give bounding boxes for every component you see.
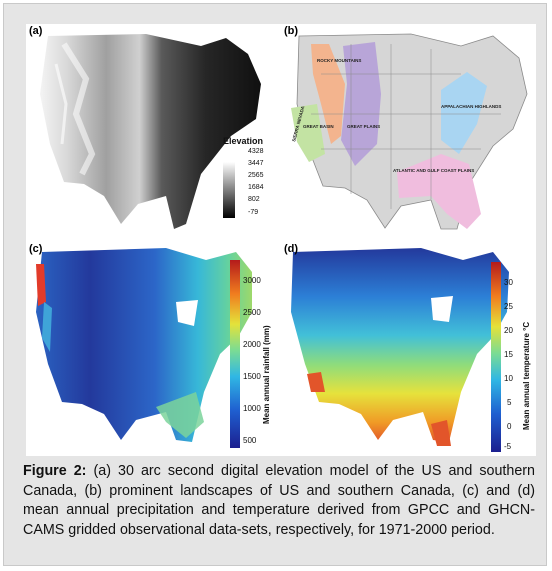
- panel-c-rainfall-map: (c) 3000 2500 2000 1500 1000 500 Mean an…: [26, 242, 276, 456]
- caption-text: (a) 30 arc second digital elevation mode…: [23, 463, 535, 538]
- temperature-tick: 25: [504, 302, 513, 311]
- temperature-tick: 0: [507, 422, 512, 431]
- panel-b-label: (b): [284, 25, 299, 37]
- caption-prefix: Figure 2:: [23, 463, 87, 479]
- temperature-tick: 10: [504, 374, 513, 383]
- figure-frame: (a) Elevation 4328 3447 2565 1684 802 -7…: [3, 3, 547, 566]
- temperature-tick: 20: [504, 326, 513, 335]
- temperature-colorbar: [491, 262, 501, 452]
- rainfall-tick: 2500: [243, 308, 261, 317]
- region-label: APPALACHIAN HIGHLANDS: [441, 104, 501, 109]
- panel-a-label: (a): [29, 25, 43, 37]
- region-appalachian-highlands: [441, 72, 487, 154]
- panel-b-landscape-map: ROCKY MOUNTAINS SIERRA NEVADA GREAT BASI…: [281, 24, 536, 239]
- region-rocky-mountains: [311, 44, 345, 144]
- region-great-basin: [291, 104, 325, 162]
- panel-d-label: (d): [284, 243, 299, 255]
- elevation-tick: 3447: [248, 160, 264, 167]
- temperature-tick: -5: [504, 442, 512, 451]
- elevation-legend-title: Elevation: [223, 136, 264, 146]
- region-label: ROCKY MOUNTAINS: [317, 58, 361, 63]
- figure-grid: (a) Elevation 4328 3447 2565 1684 802 -7…: [26, 24, 536, 456]
- landscape-map-image: ROCKY MOUNTAINS SIERRA NEVADA GREAT BASI…: [291, 33, 528, 230]
- temperature-colorbar-label: Mean annual temperature °C: [522, 321, 531, 430]
- temperature-map-image: [291, 248, 509, 452]
- rainfall-colorbar: [230, 260, 240, 448]
- elevation-tick: 802: [248, 196, 260, 203]
- region-coastal-plains: [397, 154, 481, 229]
- temperature-tick: 30: [504, 278, 513, 287]
- elevation-legend-bar: [223, 162, 235, 218]
- region-label: GREAT PLAINS: [347, 124, 380, 129]
- rainfall-tick: 500: [243, 436, 257, 445]
- rainfall-map-image: [36, 248, 252, 448]
- rainfall-tick: 3000: [243, 276, 261, 285]
- rainfall-tick: 1000: [243, 404, 261, 413]
- elevation-tick: -79: [248, 209, 259, 216]
- region-label: GREAT BASIN: [303, 124, 334, 129]
- temperature-tick: 15: [504, 350, 513, 359]
- rainfall-colorbar-label: Mean annual rainfall (mm): [262, 325, 271, 424]
- temperature-tick: 5: [507, 398, 512, 407]
- region-label: ATLANTIC AND GULF COAST PLAINS: [393, 168, 474, 173]
- panel-d-temperature-map: (d) 30 25 20 15 10 5 0 -5 Mean annual te…: [281, 242, 536, 456]
- elevation-tick: 4328: [248, 148, 264, 155]
- panel-c-label: (c): [29, 243, 43, 255]
- rainfall-tick: 2000: [243, 340, 261, 349]
- elevation-map-image: [40, 34, 261, 229]
- rainfall-tick: 1500: [243, 372, 261, 381]
- elevation-tick: 1684: [248, 184, 264, 191]
- figure-caption: Figure 2: (a) 30 arc second digital elev…: [23, 462, 535, 540]
- elevation-tick: 2565: [248, 172, 264, 179]
- panel-a-elevation-map: (a) Elevation 4328 3447 2565 1684 802 -7…: [26, 24, 276, 239]
